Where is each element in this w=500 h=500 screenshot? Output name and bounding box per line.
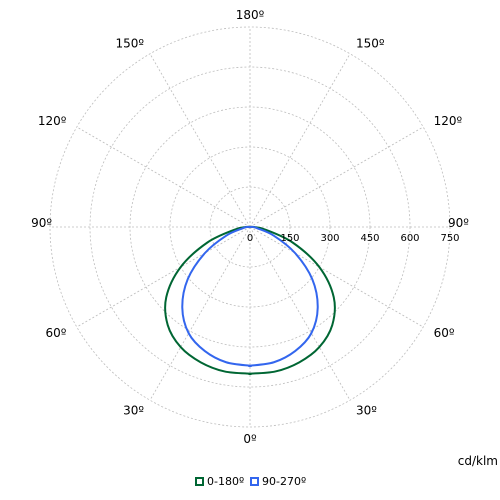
angle-label: 150º: [356, 36, 385, 50]
axis-labels: 0 150 300 450 600 750 0º 30º 60º 90º 120º 150º 180º 1…: [31, 8, 469, 446]
angle-label: 30º: [123, 404, 144, 418]
angle-label: 30º: [356, 404, 377, 418]
grid-spoke-300: [76, 226, 251, 328]
grid-spoke-150: [249, 53, 351, 228]
radial-tick-label: 150: [280, 233, 299, 244]
angle-label: 180º: [236, 8, 265, 22]
polar-grid: [49, 26, 451, 428]
grid-spoke-60: [249, 226, 424, 328]
grid-spoke-330: [149, 226, 251, 401]
angle-label: 150º: [115, 36, 144, 50]
grid-circle-750: [49, 26, 451, 428]
radial-tick-label: 750: [440, 233, 459, 244]
angle-label: 0º: [243, 432, 257, 446]
series-curve-1: [181, 225, 319, 368]
angle-label: 90º: [31, 216, 52, 230]
radial-tick-label: 300: [320, 233, 339, 244]
angle-label: 60º: [434, 326, 455, 340]
grid-spoke-240: [76, 126, 251, 228]
angle-label: 90º: [448, 216, 469, 230]
grid-spoke-210: [149, 53, 251, 228]
legend-swatch-1: [250, 477, 259, 486]
legend-label-0: 0-180º: [207, 475, 244, 488]
legend: 0-180º 90-270º: [195, 475, 306, 488]
legend-swatch-0: [195, 477, 204, 486]
angle-label: 120º: [38, 114, 67, 128]
radial-tick-label: 0: [247, 233, 253, 244]
series-curves: [164, 225, 336, 375]
grid-spoke-120: [249, 126, 424, 228]
angle-label: 60º: [45, 326, 66, 340]
legend-label-1: 90-270º: [262, 475, 306, 488]
radial-tick-label: 450: [360, 233, 379, 244]
radial-tick-label: 600: [400, 233, 419, 244]
angle-label: 120º: [434, 114, 463, 128]
grid-spoke-30: [249, 226, 351, 401]
unit-label: cd/klm: [458, 454, 498, 468]
